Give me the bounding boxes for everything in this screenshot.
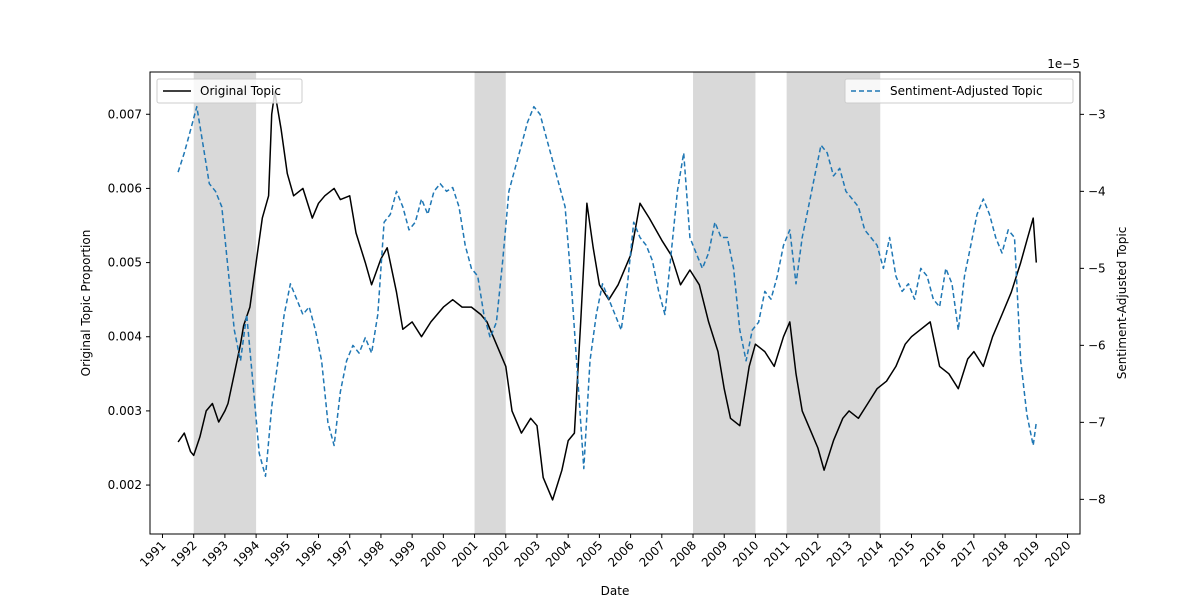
y-left-tick-label: 0.005 [108, 256, 142, 270]
x-tick-label: 2001 [449, 538, 480, 569]
y-left-tick-label: 0.002 [108, 478, 142, 492]
x-tick-label: 1995 [262, 538, 293, 569]
shaded-periods [193, 72, 881, 534]
x-tick-label: 2002 [480, 538, 511, 569]
legend-label-sentiment-adjusted-topic: Sentiment-Adjusted Topic [890, 84, 1043, 98]
x-tick-label: 2010 [730, 538, 761, 569]
x-tick-label: 2000 [418, 538, 449, 569]
y-right-tick-label: −4 [1088, 184, 1106, 198]
y-left-axis: 0.002 0.003 0.004 0.005 0.006 0.007 [108, 107, 150, 492]
legend-box [844, 78, 1074, 104]
shaded-period-1 [193, 72, 257, 534]
x-tick-label: 1996 [293, 538, 324, 569]
x-tick-label: 2007 [636, 538, 667, 569]
x-axis: 1991 1992 1993 1994 1995 1996 1997 1998 1999 2000… [137, 534, 1074, 570]
x-tick-label: 2009 [699, 538, 730, 569]
x-axis-title: Date [601, 584, 630, 598]
x-tick-label: 1993 [200, 538, 231, 569]
x-tick-label: 2013 [824, 538, 855, 569]
x-tick-label: 1997 [324, 538, 355, 569]
y-left-tick-label: 0.007 [108, 107, 142, 121]
x-tick-label: 1998 [356, 538, 387, 569]
x-tick-label: 2011 [761, 538, 792, 569]
shaded-period-4 [786, 72, 881, 534]
x-tick-label: 1991 [137, 538, 168, 569]
plot-lines [177, 91, 1038, 501]
shaded-period-3 [693, 72, 756, 534]
plot-frame [149, 71, 1081, 535]
legend-original-topic: Original Topic [156, 78, 303, 104]
x-tick-label: 2015 [886, 538, 917, 569]
series-line-sentiment-adjusted-topic [177, 105, 1038, 478]
legend-box [156, 78, 303, 104]
y-right-tick-label: −6 [1088, 338, 1106, 352]
x-tick-label: 1999 [387, 538, 418, 569]
y-left-tick-label: 0.003 [108, 404, 142, 418]
x-tick-label: 2008 [668, 538, 699, 569]
x-tick-label: 1992 [168, 538, 199, 569]
legend-label-original-topic: Original Topic [200, 84, 281, 98]
y-right-tick-label: −3 [1088, 107, 1106, 121]
x-tick-label: 2018 [980, 538, 1011, 569]
y-right-axis: −8 −7 −6 −5 −4 −3 [1080, 107, 1106, 506]
x-tick-label: 2012 [792, 538, 823, 569]
y-left-axis-title: Original Topic Proportion [79, 230, 93, 377]
y-right-axis-title: Sentiment-Adjusted Topic [1115, 227, 1129, 380]
x-tick-label: 2017 [949, 538, 980, 569]
right-axis-multiplier: 1e−5 [1047, 57, 1080, 71]
y-left-tick-label: 0.004 [108, 330, 142, 344]
y-left-tick-label: 0.006 [108, 181, 142, 195]
y-right-tick-label: −8 [1088, 492, 1106, 506]
shaded-period-2 [474, 72, 506, 534]
x-tick-label: 2003 [512, 538, 543, 569]
x-tick-label: 2020 [1042, 538, 1073, 569]
x-tick-label: 2004 [543, 538, 574, 569]
legend-sentiment-adjusted-topic: Sentiment-Adjusted Topic [844, 78, 1074, 104]
x-tick-label: 2014 [855, 538, 886, 569]
x-tick-label: 2019 [1011, 538, 1042, 569]
x-tick-label: 1994 [231, 538, 262, 569]
x-tick-label: 2005 [574, 538, 605, 569]
y-right-tick-label: −5 [1088, 261, 1106, 275]
y-right-tick-label: −7 [1088, 415, 1106, 429]
x-tick-label: 2016 [917, 538, 948, 569]
series-line-original-topic [177, 91, 1038, 501]
x-tick-label: 2006 [605, 538, 636, 569]
